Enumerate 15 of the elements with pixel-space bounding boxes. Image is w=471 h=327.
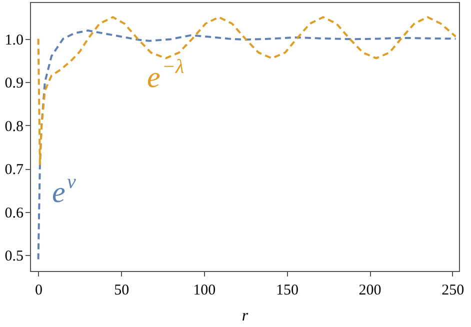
y-tick-label: 0.9	[4, 76, 24, 92]
x-tick-label: 50	[114, 282, 130, 298]
x-axis-title: r	[242, 308, 249, 324]
line-series	[37, 16, 457, 166]
y-tick-label: 1.0	[4, 32, 24, 48]
y-tick-label: 0.6	[4, 205, 24, 222]
y-tick-label: 0.5	[4, 248, 24, 264]
x-tick-label: 0	[35, 282, 43, 298]
y-tick-label: 0.8	[4, 118, 24, 135]
x-tick-label: 200	[358, 282, 382, 298]
line-series	[37, 30, 457, 260]
x-tick-label: 250	[442, 282, 464, 298]
y-tick-label: 0.7	[4, 162, 24, 178]
x-tick-label: 150	[276, 282, 298, 298]
x-tick-label: 100	[193, 282, 216, 298]
